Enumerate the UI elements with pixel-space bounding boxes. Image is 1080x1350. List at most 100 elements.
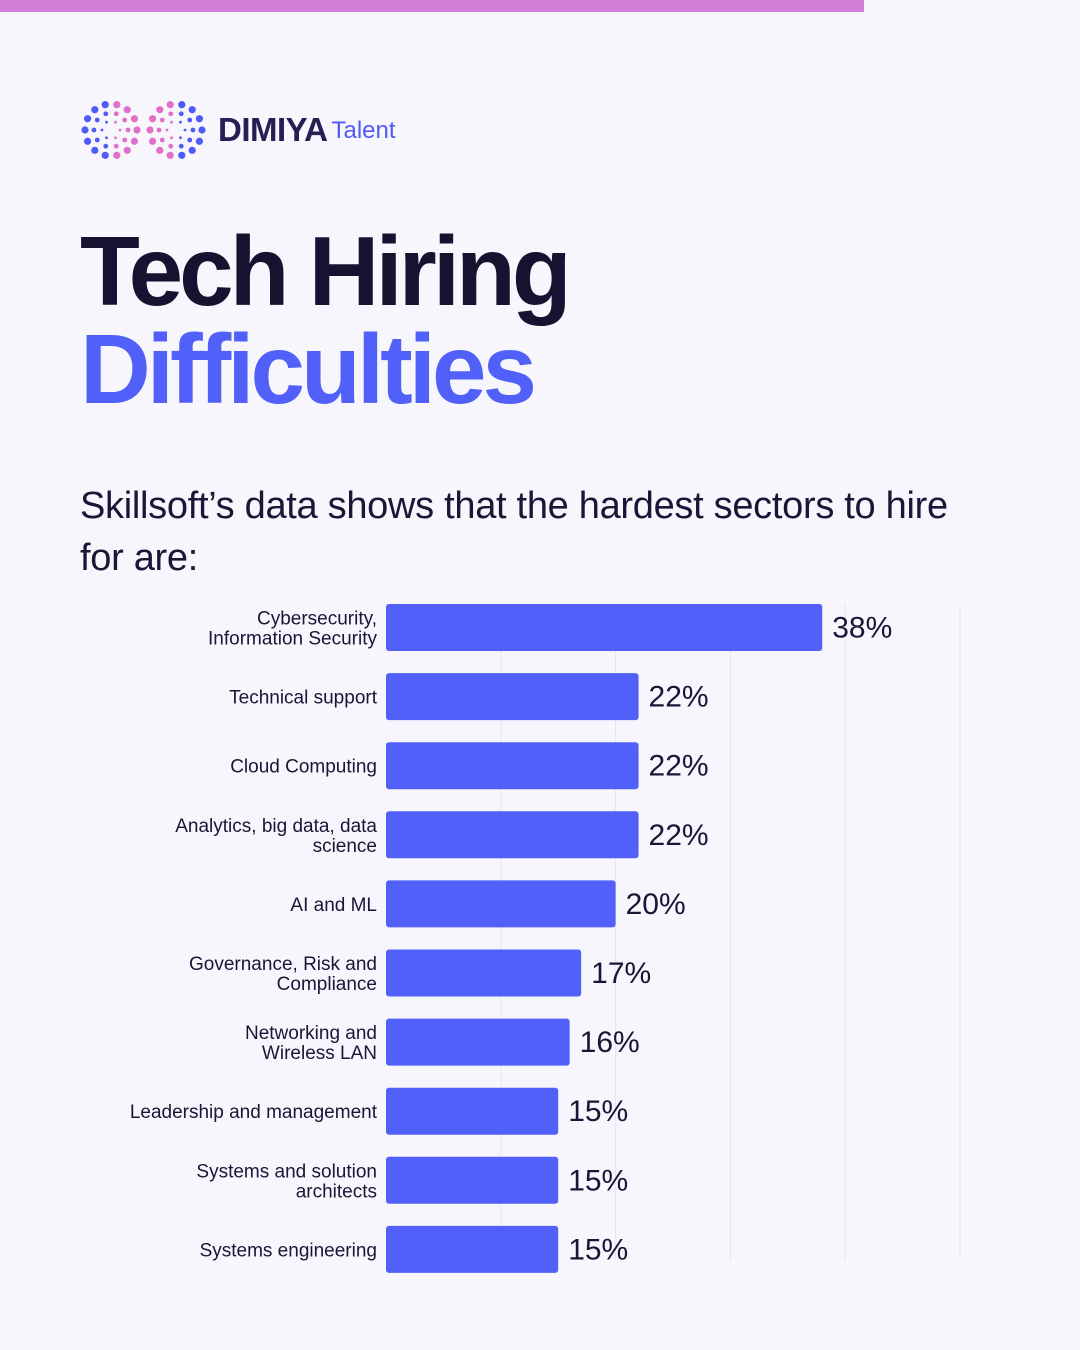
logo-dot <box>146 126 154 134</box>
logo-dot <box>103 111 109 117</box>
logo-dot <box>122 117 128 123</box>
bar <box>386 1156 559 1204</box>
category-label: Cybersecurity, Information Security <box>208 609 377 650</box>
logo-dot <box>166 101 174 109</box>
bar-value-label: 15% <box>568 1164 628 1197</box>
logo-dot <box>118 128 122 132</box>
logo-dot <box>148 137 157 145</box>
bar <box>386 742 639 790</box>
bar-value-label: 22% <box>649 819 709 852</box>
logo-dot <box>101 151 109 159</box>
category-label-line: architects <box>296 1181 377 1202</box>
bar <box>386 1018 570 1066</box>
logo-dot <box>168 111 174 117</box>
logo-dot <box>113 111 119 117</box>
logo-dot <box>122 137 128 143</box>
bar <box>386 949 582 997</box>
bar-value-label: 22% <box>649 681 709 714</box>
logo-dot <box>83 115 92 123</box>
bar <box>386 1087 559 1135</box>
logo-dot <box>187 137 193 143</box>
category-label: Governance, Risk and Compliance <box>189 954 377 995</box>
category-label: Networking and Wireless LAN <box>245 1023 377 1064</box>
logo-dot <box>166 151 174 159</box>
logo-dot <box>159 117 165 123</box>
brand-name: DIMIYA <box>218 111 328 148</box>
category-label-line: Cloud Computing <box>230 757 377 778</box>
logo-dot <box>81 126 89 134</box>
logo-dot <box>130 137 139 145</box>
category-label-line: Wireless LAN <box>262 1043 377 1064</box>
logo-dot <box>156 106 164 114</box>
logo-dot <box>123 106 131 114</box>
category-label: Systems engineering <box>200 1240 377 1261</box>
logo-dot <box>165 128 169 132</box>
category-label-line: Governance, Risk and <box>189 954 377 975</box>
logo-dot <box>170 120 173 124</box>
logo-dot <box>113 101 121 109</box>
category-label-line: Leadership and management <box>130 1102 378 1123</box>
logo-dot <box>94 117 100 123</box>
logo-dot <box>188 146 196 154</box>
brand-subname: Talent <box>331 117 396 144</box>
title-line-2: Difficulties <box>80 314 537 424</box>
bar-value-label: 16% <box>580 1026 640 1059</box>
category-label-line: Technical support <box>229 688 378 709</box>
logo-dot <box>188 106 196 114</box>
logo-dot <box>179 136 182 140</box>
logo-dot <box>83 137 92 145</box>
bar-chart: 38% Cybersecurity, Information Security 22%… <box>0 590 1080 1290</box>
logo-dot <box>123 146 131 154</box>
logo-dot <box>178 151 186 159</box>
bar <box>386 673 639 721</box>
logo-dot <box>156 127 162 133</box>
top-accent-bar <box>0 0 864 12</box>
logo-dot <box>183 128 187 132</box>
logo-dot <box>195 137 204 145</box>
logo-dot <box>91 146 99 154</box>
bar-value-label: 38% <box>832 612 892 645</box>
category-label-line: Networking and <box>245 1023 377 1044</box>
category-label: Leadership and management <box>130 1102 378 1123</box>
logo-dot <box>168 143 174 149</box>
bar-chart-svg: 38% Cybersecurity, Information Security 22%… <box>130 604 961 1273</box>
logo-dot <box>114 120 117 124</box>
logo-dot <box>178 111 184 117</box>
category-label-line: AI and ML <box>290 895 377 916</box>
logo-dot <box>195 115 204 123</box>
category-label: Analytics, big data, data science <box>175 816 377 857</box>
bar <box>386 880 616 928</box>
category-label: Cloud Computing <box>230 757 377 778</box>
title-line-1: Tech Hiring <box>80 216 572 326</box>
logo-dot <box>179 120 182 124</box>
brand-logo-group: DIMIYA Talent <box>78 98 396 162</box>
category-label: Technical support <box>229 688 378 709</box>
logo-dot <box>187 117 193 123</box>
logo-dot <box>198 126 206 134</box>
category-label-line: science <box>313 836 377 857</box>
subtitle: Skillsoft’s data shows that the hardest … <box>80 485 948 579</box>
infinity-dots-logo-icon <box>81 101 206 159</box>
logo-dot <box>113 143 119 149</box>
category-label: Systems and solution architects <box>196 1161 377 1202</box>
bar <box>386 811 639 859</box>
logo-dot <box>103 143 109 149</box>
category-label-line: Information Security <box>208 629 377 650</box>
bar <box>386 604 823 651</box>
logo-dot <box>178 101 186 109</box>
bar <box>386 1225 559 1273</box>
logo-dot <box>159 137 165 143</box>
logo-dot <box>105 136 108 140</box>
category-label-line: Systems engineering <box>200 1240 377 1261</box>
logo-dot <box>105 120 108 124</box>
bar-value-label: 17% <box>591 957 651 990</box>
logo-dot <box>190 127 196 133</box>
logo-dot <box>113 151 121 159</box>
logo-dot <box>91 127 97 133</box>
logo-dot <box>101 101 109 109</box>
category-label: AI and ML <box>290 895 377 916</box>
logo-dot <box>130 115 139 123</box>
bar-value-label: 15% <box>568 1233 628 1266</box>
category-label-line: Analytics, big data, data <box>175 816 377 837</box>
logo-dot <box>91 106 99 114</box>
